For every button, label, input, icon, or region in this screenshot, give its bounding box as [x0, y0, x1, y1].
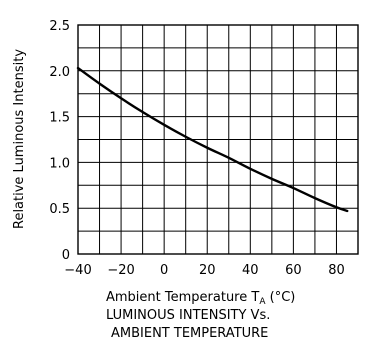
- x-axis-label: Ambient Temperature TA (°C): [106, 290, 295, 307]
- x-tick-label: 60: [285, 263, 302, 278]
- y-tick-label: 1.0: [49, 156, 70, 171]
- grid: [78, 25, 358, 254]
- caption-line-2: AMBIENT TEMPERATURE: [111, 326, 268, 341]
- y-tick-label: 2.5: [49, 19, 70, 34]
- tick-labels: −40 −20 0 20 40 60 80 0 0.5 1.0 1.5 2.0 2.5: [49, 19, 344, 278]
- x-axis-label-main: Ambient Temperature T: [106, 290, 259, 305]
- x-tick-label: 20: [199, 263, 216, 278]
- x-tick-label: −40: [64, 263, 91, 278]
- y-tick-label: 0: [62, 248, 70, 263]
- x-tick-label: 0: [160, 263, 168, 278]
- caption-line-1: LUMINOUS INTENSITY Vs.: [106, 308, 270, 323]
- y-tick-label: 2.0: [49, 65, 70, 80]
- y-tick-label: 1.5: [49, 111, 70, 126]
- y-tick-label: 0.5: [49, 202, 70, 217]
- series-line: [76, 66, 349, 213]
- x-tick-label: −20: [107, 263, 134, 278]
- x-tick-label: 40: [242, 263, 259, 278]
- x-axis-label-subscript: A: [259, 297, 266, 307]
- x-axis-label-unit: (°C): [265, 290, 295, 305]
- y-axis-label: Relative Luminous Intensity: [12, 49, 27, 229]
- plot-frame: [77, 24, 359, 255]
- x-tick-label: 80: [328, 263, 345, 278]
